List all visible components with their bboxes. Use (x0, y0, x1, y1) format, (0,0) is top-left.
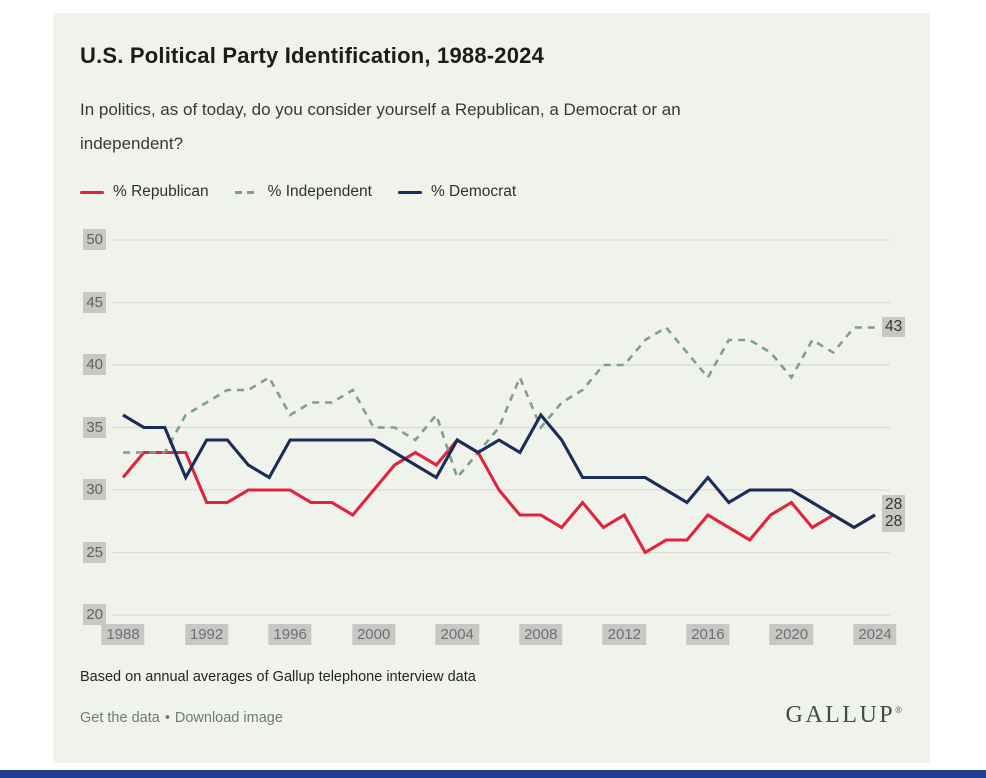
x-axis-tick-label: 1988 (101, 624, 145, 645)
party-id-line-chart: 50 45 40 35 30 25 20 1988 1992 1996 2000 2004 2008 20… (83, 229, 906, 645)
download-image-link[interactable]: Download image (174, 710, 283, 726)
republican-line-swatch-icon (80, 190, 104, 194)
legend-item-independent: % Independent (234, 183, 372, 201)
x-axis-tick-label: 2024 (853, 624, 897, 645)
get-the-data-link[interactable]: Get the data (80, 710, 160, 726)
legend-item-democrat: % Democrat (397, 183, 517, 201)
series-line-republican (121, 437, 876, 555)
x-axis-tick-label: 1992 (184, 624, 229, 645)
chart-question-line1: In politics, as of today, do you conside… (80, 100, 681, 119)
registered-mark: ® (895, 705, 902, 715)
chart-card: U.S. Political Party Identification, 198… (53, 13, 930, 763)
y-axis-tick-label: 20 (83, 604, 106, 625)
x-axis-tick-label: 2000 (351, 624, 396, 645)
footer-links: Get the data • Download image (80, 710, 283, 726)
democrat-line-swatch-icon (397, 190, 422, 194)
line-plot-svg (112, 239, 890, 616)
y-axis-tick-label: 30 (83, 479, 106, 500)
chart-legend: % Republican % Independent % Democrat (80, 183, 516, 201)
x-axis-tick-label: 2004 (435, 624, 479, 645)
y-axis-tick-label: 50 (83, 229, 106, 250)
x-axis-tick-label: 2016 (686, 624, 730, 645)
bullet-separator: • (164, 710, 170, 726)
series-line-independent (123, 325, 875, 481)
y-axis-tick-label: 45 (83, 291, 106, 313)
series-line-democrat (122, 412, 876, 530)
independent-dashed-line-swatch-icon (234, 190, 259, 194)
y-axis-tick-label: 25 (83, 541, 106, 563)
chart-question-line2: independent? (80, 134, 184, 153)
x-axis-tick-label: 2020 (769, 624, 814, 645)
chart-question: In politics, as of today, do you conside… (80, 93, 681, 161)
end-value-label: 28 (882, 512, 906, 532)
x-axis-tick-label: 1996 (268, 624, 312, 645)
legend-item-republican: % Republican (80, 183, 209, 201)
gallup-logo: GALLUP® (785, 702, 902, 728)
x-axis-tick-label: 2012 (602, 624, 647, 645)
page-title: U.S. Political Party Identification, 198… (80, 43, 545, 68)
x-axis-tick-label: 2008 (519, 624, 563, 645)
legend-label-democrat: % Democrat (430, 183, 517, 200)
legend-label-independent: % Independent (267, 183, 372, 200)
y-axis-tick-label: 35 (83, 416, 106, 438)
y-axis-tick-label: 40 (83, 354, 106, 375)
end-value-label: 28 (882, 495, 906, 515)
legend-label-republican: % Republican (113, 183, 209, 200)
end-value-label: 43 (882, 316, 906, 337)
page-footer-band (0, 770, 986, 778)
source-note: Based on annual averages of Gallup telep… (80, 669, 476, 685)
